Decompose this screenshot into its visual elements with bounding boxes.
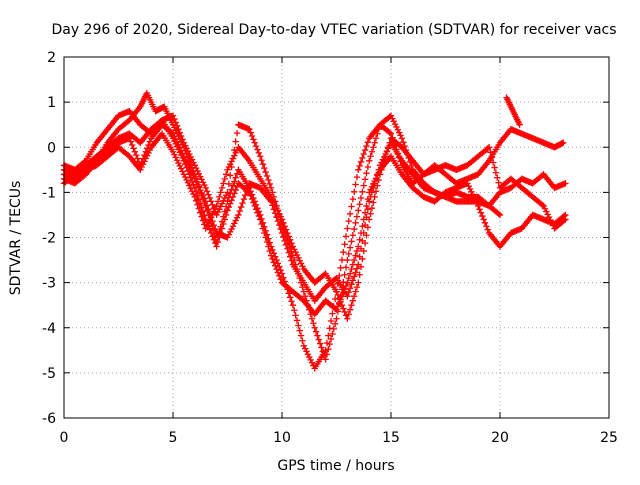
y-tick-label: -4 [42, 321, 56, 337]
y-tick-label: -3 [42, 276, 56, 292]
series-markers [503, 94, 523, 128]
series-markers [60, 89, 567, 372]
y-tick-label: 0 [47, 140, 56, 156]
series-sat-a [60, 89, 567, 372]
y-tick-label: 1 [47, 95, 56, 111]
x-axis-label: GPS time / hours [277, 458, 394, 474]
y-tick-label: -2 [42, 231, 56, 247]
y-tick-label: -1 [42, 185, 56, 201]
x-tick-label: 15 [382, 430, 400, 446]
chart-title: Day 296 of 2020, Sidereal Day-to-day VTE… [51, 22, 616, 38]
x-tick-label: 25 [600, 430, 618, 446]
points-layer [60, 89, 569, 372]
y-axis-label: SDTVAR / TECUs [8, 181, 24, 296]
series-sat-c [60, 121, 569, 304]
ticks-layer: 0 5 10 15 20 25 -6 -5 -4 -3 -2 -1 0 1 2 [42, 50, 618, 446]
x-tick-label: 20 [491, 430, 509, 446]
y-tick-label: 2 [47, 50, 56, 66]
grid-layer [64, 57, 609, 418]
y-tick-label: -6 [42, 411, 56, 427]
x-tick-label: 10 [273, 430, 291, 446]
y-tick-label: -5 [42, 366, 56, 382]
series-sat-f [503, 94, 523, 128]
series-markers [60, 121, 569, 304]
x-tick-label: 0 [60, 430, 69, 446]
x-tick-label: 5 [169, 430, 178, 446]
